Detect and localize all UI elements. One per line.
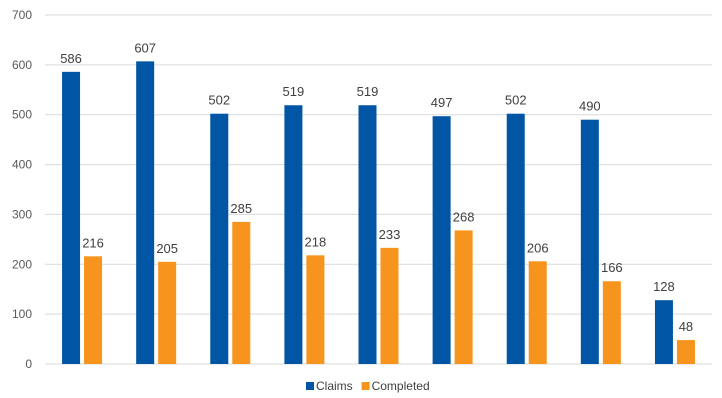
- legend: Claims Completed: [306, 379, 430, 393]
- data-label-claims: 586: [60, 51, 82, 66]
- data-label-completed: 233: [379, 227, 401, 242]
- data-label-completed: 205: [156, 241, 178, 256]
- data-label-claims: 502: [208, 93, 230, 108]
- data-label-claims: 497: [431, 95, 453, 110]
- data-label-claims: 128: [653, 279, 675, 294]
- y-tick-label: 600: [12, 58, 32, 72]
- bar-completed: [454, 230, 473, 364]
- legend-label-claims: Claims: [316, 379, 353, 393]
- bar-claims: [580, 119, 599, 364]
- data-label-completed: 206: [527, 240, 549, 255]
- y-tick-label: 300: [12, 207, 32, 221]
- bar-completed: [380, 247, 399, 364]
- bar-claims: [284, 105, 303, 365]
- legend-label-completed: Completed: [372, 379, 430, 393]
- data-label-completed: 166: [601, 260, 623, 275]
- y-tick-label: 400: [12, 158, 32, 172]
- bar-completed: [158, 261, 177, 364]
- bar-completed: [232, 221, 251, 364]
- legend-swatch-completed: [361, 382, 370, 390]
- bar-claims: [506, 113, 525, 365]
- data-label-completed: 268: [453, 209, 475, 224]
- bar-completed: [528, 261, 547, 364]
- y-axis-tick-labels: 0 100 200 300 400 500 600 700: [12, 8, 32, 371]
- bar-completed: [306, 255, 325, 364]
- gridlines: [45, 14, 712, 365]
- bar-claims: [62, 71, 81, 364]
- data-label-claims: 519: [357, 84, 379, 99]
- bar-claims: [358, 105, 377, 365]
- bar-completed: [676, 340, 695, 364]
- data-label-completed: 216: [82, 235, 104, 250]
- data-label-claims: 490: [579, 99, 601, 114]
- data-label-completed: 218: [305, 234, 327, 249]
- bars: [62, 61, 695, 365]
- y-tick-label: 700: [12, 8, 32, 22]
- bar-completed: [602, 281, 621, 364]
- y-tick-label: 0: [25, 357, 32, 371]
- bar-claims: [432, 116, 451, 365]
- bar-claims: [210, 113, 229, 365]
- data-labels: 586 216 607 205 502 285 519 218 519 233 497 268 502 2…: [60, 40, 693, 334]
- data-label-claims: 519: [283, 84, 305, 99]
- data-label-claims: 502: [505, 93, 527, 108]
- bar-completed: [84, 256, 103, 364]
- legend-swatch-claims: [306, 382, 314, 390]
- y-tick-label: 200: [12, 257, 32, 271]
- data-label-completed: 285: [230, 201, 252, 216]
- bar-claims: [654, 300, 673, 364]
- y-tick-label: 100: [12, 307, 32, 321]
- data-label-completed: 48: [679, 319, 693, 334]
- bar-claims: [136, 61, 155, 365]
- y-tick-label: 500: [12, 108, 32, 122]
- data-label-claims: 607: [134, 40, 156, 55]
